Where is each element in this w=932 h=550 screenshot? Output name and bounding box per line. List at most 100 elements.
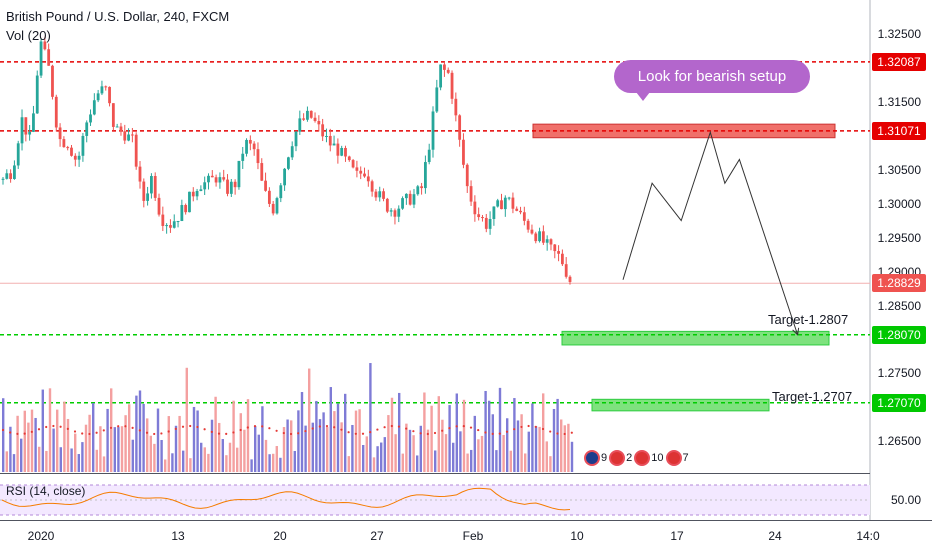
volume-bar bbox=[567, 423, 570, 472]
volume-bar bbox=[189, 458, 192, 472]
volume-bar bbox=[372, 457, 376, 472]
event-marker[interactable]: 7 bbox=[665, 450, 689, 466]
volume-ma-dot bbox=[124, 425, 127, 428]
rsi-line[interactable] bbox=[1, 487, 571, 511]
projection-path[interactable] bbox=[622, 130, 799, 335]
candle-body bbox=[51, 65, 54, 97]
price-tick: 1.28500 bbox=[877, 298, 921, 313]
volume-bar bbox=[232, 400, 235, 472]
symbol-legend[interactable]: British Pound / U.S. Dollar, 240, FXCM bbox=[6, 9, 230, 24]
candle-body bbox=[557, 251, 560, 254]
volume-bar bbox=[351, 424, 354, 472]
volume-bar bbox=[480, 435, 484, 472]
candle-body bbox=[374, 191, 378, 198]
target-zone-2[interactable] bbox=[591, 398, 770, 412]
candle-body bbox=[534, 233, 538, 242]
event-marker[interactable]: 9 bbox=[584, 450, 607, 466]
economic-events[interactable]: 9 2 10 7 bbox=[584, 448, 691, 468]
candle-body bbox=[545, 239, 549, 243]
volume-ma-dot bbox=[520, 425, 523, 429]
volume-ma-dot bbox=[253, 425, 257, 428]
volume-bar bbox=[376, 446, 379, 472]
time-tick: 13 bbox=[171, 529, 185, 543]
target-label-1[interactable]: Target-1.2807 bbox=[768, 312, 849, 327]
candle-body bbox=[165, 225, 169, 227]
volume-bar bbox=[329, 387, 332, 472]
candle-body bbox=[477, 214, 481, 218]
volume-bar bbox=[516, 420, 520, 472]
volume-bar bbox=[88, 414, 91, 472]
volume-ma-dot bbox=[45, 425, 48, 429]
volume-bar bbox=[491, 414, 494, 472]
candle-body bbox=[355, 167, 359, 171]
volume-legend[interactable]: Vol (20) bbox=[6, 28, 51, 43]
candle-body bbox=[446, 69, 450, 73]
candle-body bbox=[359, 170, 363, 174]
candle-body bbox=[134, 134, 138, 167]
volume-ma-dot bbox=[412, 430, 415, 433]
volume-bar bbox=[408, 429, 412, 472]
event-count: 10 bbox=[651, 452, 664, 464]
volume-bar bbox=[315, 400, 318, 472]
volume-bar bbox=[77, 454, 80, 472]
candle-body bbox=[503, 197, 507, 210]
volume-bar bbox=[59, 447, 62, 472]
volume-ma-dot bbox=[239, 428, 242, 432]
candle-body bbox=[32, 113, 35, 132]
volume-bar bbox=[549, 456, 552, 472]
candle-body bbox=[161, 214, 165, 226]
candle-body bbox=[496, 200, 500, 207]
price-tick: 1.32500 bbox=[877, 26, 921, 41]
target-label-2[interactable]: Target-1.2707 bbox=[772, 389, 853, 404]
volume-bar bbox=[434, 450, 437, 472]
candle-body bbox=[172, 221, 176, 228]
candle-body bbox=[283, 168, 286, 186]
candle-body bbox=[237, 160, 241, 188]
candle-body bbox=[92, 100, 96, 115]
candle-body bbox=[541, 231, 545, 243]
volume-ma-dot bbox=[23, 432, 26, 435]
time-tick: 17 bbox=[670, 529, 684, 543]
volume-bar bbox=[401, 453, 404, 472]
rsi-legend[interactable]: RSI (14, close) bbox=[6, 484, 86, 498]
volume-ma-dot bbox=[73, 430, 77, 433]
candle-body bbox=[526, 220, 530, 230]
resistance-zone[interactable] bbox=[532, 123, 836, 139]
volume-bar bbox=[153, 443, 156, 472]
candle-body bbox=[248, 139, 252, 144]
volume-ma-dot bbox=[30, 430, 33, 433]
candle-body bbox=[454, 98, 458, 116]
volume-bar bbox=[416, 455, 419, 472]
candle-body bbox=[123, 131, 127, 141]
note-bubble[interactable]: Look for bearish setup bbox=[614, 60, 810, 93]
volume-bar bbox=[398, 392, 401, 472]
candle-body bbox=[500, 200, 503, 210]
price-label-current-price: 1.28829 bbox=[872, 274, 926, 293]
volume-ma-dot bbox=[81, 432, 84, 435]
volume-ma-dot bbox=[52, 424, 55, 428]
volume-bar bbox=[423, 392, 426, 472]
event-marker[interactable]: 2 bbox=[609, 450, 632, 466]
price-label-level-1-32087: 1.32087 bbox=[872, 52, 926, 71]
candle-body bbox=[458, 115, 462, 140]
volume-bar bbox=[106, 408, 109, 472]
volume-ma-dot bbox=[95, 431, 98, 434]
price-label-level-1-31071: 1.31071 bbox=[872, 121, 926, 140]
candle-body bbox=[89, 114, 92, 123]
volume-bar bbox=[81, 442, 84, 472]
candle-body bbox=[492, 206, 496, 219]
price-tick: 1.30500 bbox=[877, 162, 921, 177]
volume-bar bbox=[221, 439, 224, 472]
candle-body bbox=[207, 175, 210, 183]
volume-bar bbox=[437, 396, 440, 472]
volume-bar bbox=[264, 439, 268, 472]
candle-body bbox=[385, 198, 389, 212]
volume-bar bbox=[120, 426, 124, 472]
volume-bar bbox=[470, 449, 473, 472]
candle-body bbox=[393, 210, 397, 217]
volume-ma-dot bbox=[419, 432, 422, 435]
target-zone-1[interactable] bbox=[561, 330, 830, 346]
candle-body bbox=[538, 231, 541, 242]
event-marker[interactable]: 10 bbox=[634, 450, 664, 466]
